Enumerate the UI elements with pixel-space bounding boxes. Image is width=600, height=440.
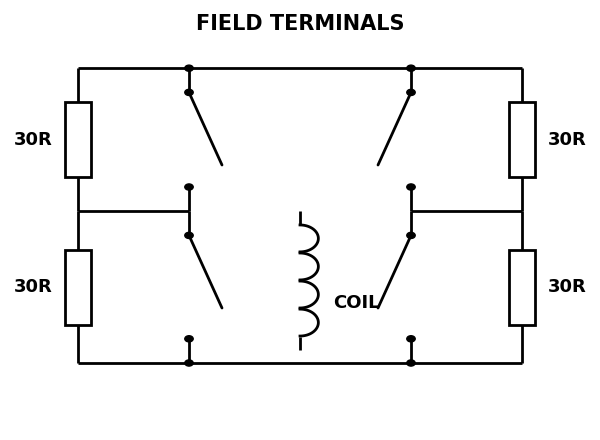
Text: 30R: 30R xyxy=(548,131,586,149)
Text: COIL: COIL xyxy=(333,293,380,312)
Text: 30R: 30R xyxy=(548,278,586,296)
Circle shape xyxy=(185,232,193,238)
Text: 30R: 30R xyxy=(14,131,52,149)
Circle shape xyxy=(185,360,193,366)
Bar xyxy=(65,250,91,325)
Circle shape xyxy=(407,184,415,190)
Text: FIELD TERMINALS: FIELD TERMINALS xyxy=(196,14,404,34)
Circle shape xyxy=(407,336,415,342)
Circle shape xyxy=(185,184,193,190)
Bar xyxy=(509,102,535,177)
Circle shape xyxy=(185,89,193,95)
Bar xyxy=(65,102,91,177)
Circle shape xyxy=(407,65,415,71)
Text: 30R: 30R xyxy=(14,278,52,296)
Circle shape xyxy=(185,336,193,342)
Circle shape xyxy=(407,89,415,95)
Circle shape xyxy=(185,65,193,71)
Bar xyxy=(509,250,535,325)
Circle shape xyxy=(407,232,415,238)
Circle shape xyxy=(407,360,415,366)
